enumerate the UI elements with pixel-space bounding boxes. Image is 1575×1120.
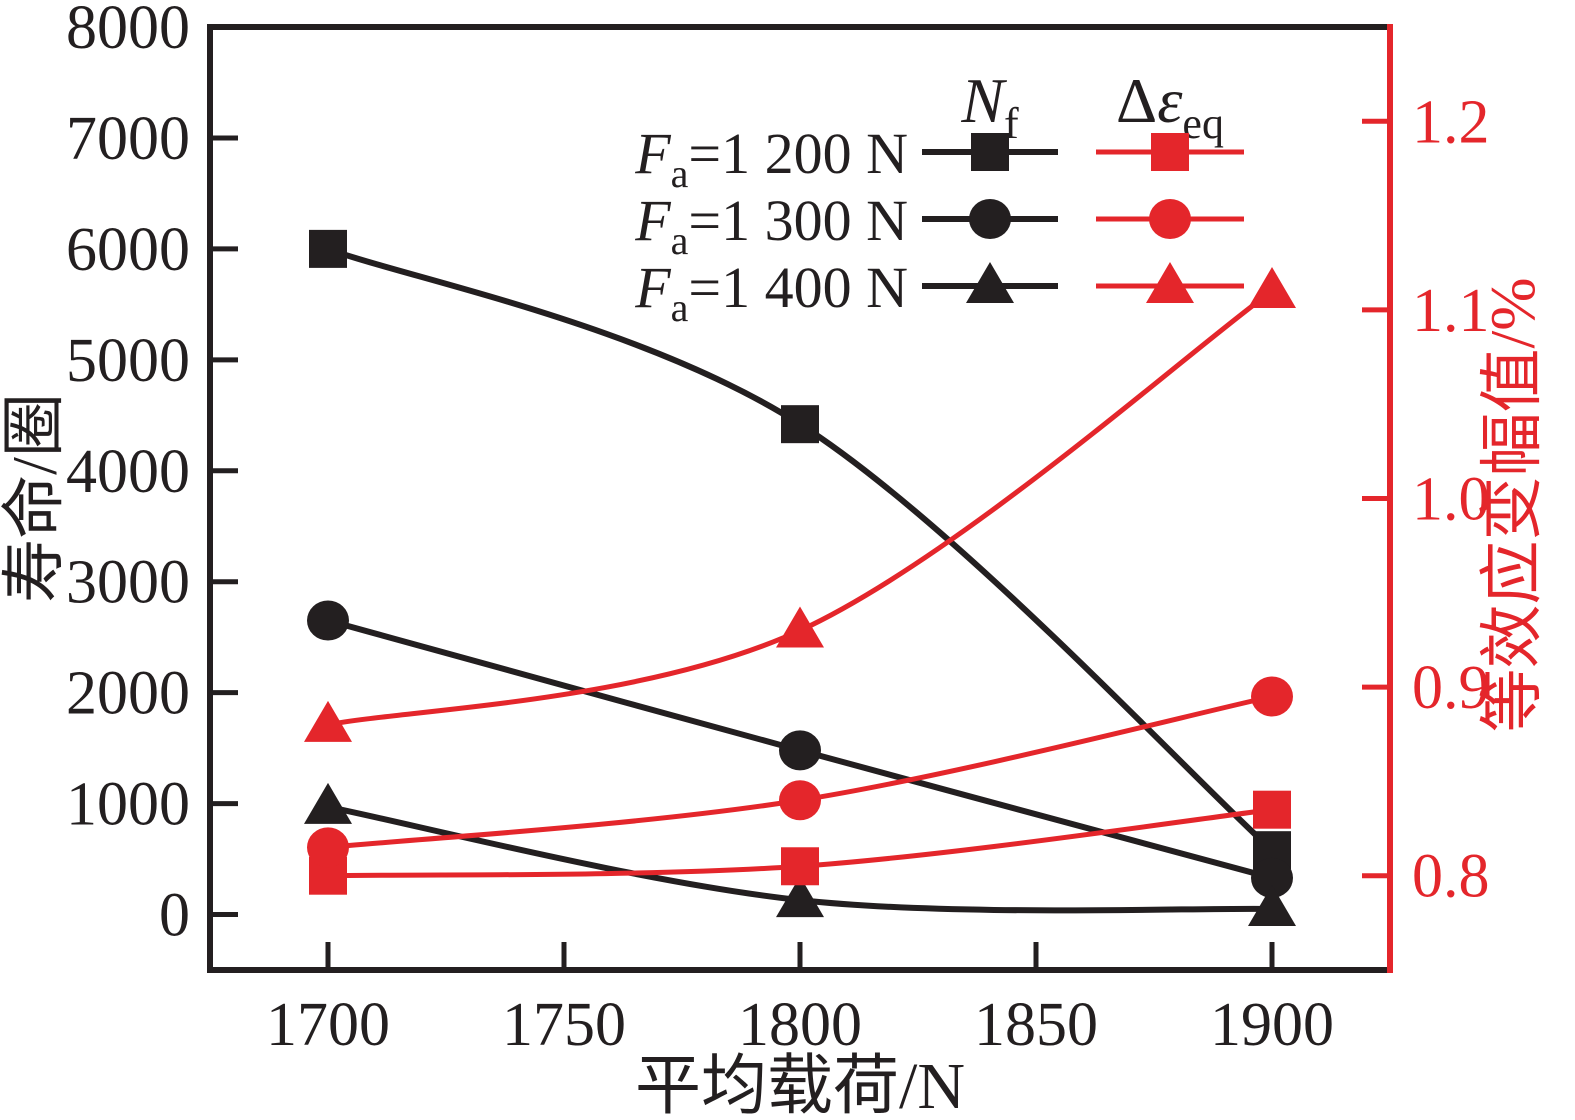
x-axis-tick-label: 1900 (1210, 991, 1334, 1059)
legend-header-deq: Δεeq (1116, 65, 1224, 148)
y-left-tick-label: 8000 (66, 0, 190, 62)
legend-sample-marker-black (966, 262, 1014, 303)
legend-sample-marker-red (1151, 133, 1189, 171)
series-marker-circle (1251, 857, 1293, 898)
y-left-tick-label: 3000 (66, 549, 190, 617)
series-marker-triangle (776, 606, 824, 648)
y-left-tick-label: 1000 (66, 771, 190, 839)
series-marker-triangle (304, 782, 352, 824)
legend-sample-marker-black (971, 133, 1009, 171)
series-line-deq-1 (327, 694, 1273, 850)
y-right-tick-label: 0.8 (1412, 843, 1490, 911)
series-layer (304, 229, 1296, 926)
y-left-tick-label: 6000 (66, 216, 190, 284)
series-marker-circle (779, 730, 821, 771)
x-axis-tick-label: 1750 (502, 991, 626, 1059)
y-right-axis-title: 等效应变幅值/% (1477, 277, 1548, 732)
legend-row-label: Fa=1 200 N (634, 121, 908, 196)
legend-sample-marker-black (969, 199, 1011, 239)
y-left-tick-label: 0 (159, 882, 190, 950)
x-axis-tick-label: 1850 (974, 991, 1098, 1059)
legend: Nf Δεeq Fa=1 200 NFa=1 300 NFa=1 400 N (634, 65, 1244, 330)
x-axis-tick-label: 1700 (266, 991, 390, 1059)
legend-sample-marker-red (1146, 262, 1194, 303)
series-marker-circle (307, 827, 349, 868)
legend-header-nf: Nf (960, 65, 1019, 148)
series-marker-triangle (304, 700, 352, 742)
legend-row-label: Fa=1 300 N (634, 188, 908, 263)
series-marker-square (1253, 790, 1291, 829)
y-left-axis-title: 寿命/圈 (0, 393, 70, 603)
y-left-tick-label: 7000 (66, 105, 190, 173)
y-right-tick-label: 1.0 (1412, 466, 1490, 534)
series-marker-triangle (1248, 267, 1296, 309)
y-left-tick-label: 4000 (66, 438, 190, 506)
legend-sample-marker-red (1149, 199, 1191, 239)
series-marker-square (309, 229, 347, 268)
x-axis-tick-label: 1800 (738, 991, 862, 1059)
y-right-tick-label: 0.9 (1412, 654, 1490, 722)
series-marker-circle (779, 780, 821, 821)
series-marker-square (781, 847, 819, 886)
series-marker-triangle (1248, 884, 1296, 926)
legend-row-label: Fa=1 400 N (634, 255, 908, 330)
series-marker-circle (307, 600, 349, 641)
y-right-tick-label: 1.1 (1412, 277, 1490, 345)
y-left-tick-label: 5000 (66, 327, 190, 395)
y-left-tick-label: 2000 (66, 660, 190, 728)
series-marker-square (781, 405, 819, 444)
series-marker-triangle (776, 876, 824, 918)
x-axis-title: 平均载荷/N (635, 1050, 965, 1120)
y-right-tick-label: 1.2 (1412, 88, 1490, 156)
series-marker-circle (1251, 676, 1293, 717)
